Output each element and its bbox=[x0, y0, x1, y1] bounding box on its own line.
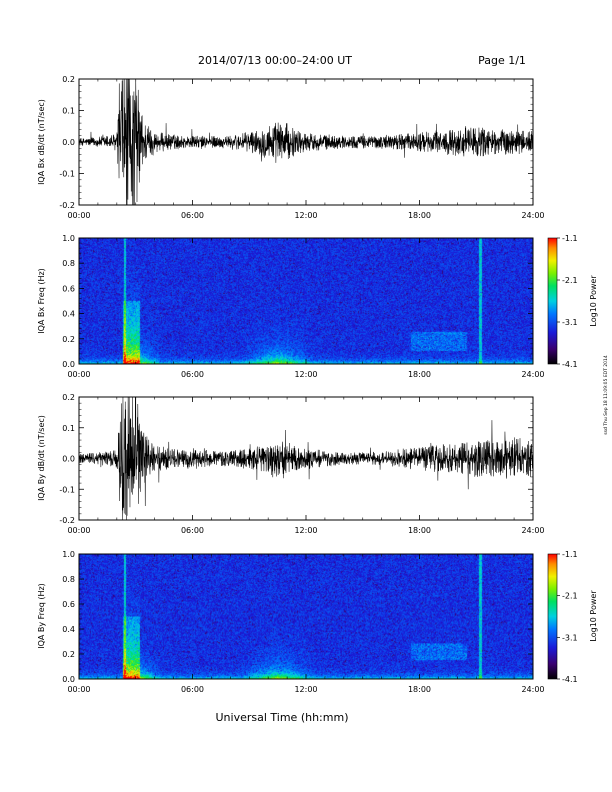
colorbar-tick-label: -4.1 bbox=[562, 360, 578, 369]
y-tick-label: 0.4 bbox=[62, 625, 75, 634]
x-tick-label: 00:00 bbox=[67, 211, 90, 220]
y-tick-label: 0.1 bbox=[62, 107, 75, 116]
colorbar-tick-label: -4.1 bbox=[562, 675, 578, 684]
by-spectrogram-image bbox=[79, 554, 533, 679]
bx-freq-ylabel: IQA Bx Freq (Hz) bbox=[37, 268, 46, 334]
y-tick-label: 0.2 bbox=[62, 335, 75, 344]
y-tick-label: 0.2 bbox=[62, 393, 75, 402]
x-tick-label: 18:00 bbox=[408, 685, 431, 694]
colorbar-tick-label: -2.1 bbox=[562, 592, 578, 601]
bx-colorbar bbox=[547, 237, 558, 365]
bx-colorbar-label: Log10 Power bbox=[589, 275, 598, 327]
y-tick-label: 0.1 bbox=[62, 424, 75, 433]
panel-by-spectrogram: 00:00 06:00 12:00 18:00 24:00 0.0 0.2 0.4 0.6 0.8… bbox=[37, 550, 598, 694]
date-range-title: 2014/07/13 00:00–24:00 UT bbox=[198, 54, 352, 67]
x-tick-label: 24:00 bbox=[521, 526, 544, 535]
by-dbdt-axes: 00:00 06:00 12:00 18:00 24:00 -0.2 -0.1 0.0 0.1 0… bbox=[59, 393, 544, 535]
colorbar-tick-label: -1.1 bbox=[562, 550, 578, 559]
by-freq-ylabel: IQA By Freq (Hz) bbox=[37, 583, 46, 649]
x-tick-label: 06:00 bbox=[181, 370, 204, 379]
bx-colorbar-ticks: -1.1 -2.1 -3.1 -4.1 bbox=[557, 234, 578, 369]
x-tick-label: 12:00 bbox=[294, 211, 317, 220]
bx-dbdt-trace bbox=[78, 78, 534, 206]
page-number: Page 1/1 bbox=[478, 54, 526, 67]
x-tick-label: 12:00 bbox=[294, 526, 317, 535]
y-tick-label: -0.1 bbox=[59, 485, 75, 494]
by-dbdt-trace bbox=[78, 396, 534, 521]
x-tick-label: 24:00 bbox=[521, 211, 544, 220]
y-tick-label: 1.0 bbox=[62, 234, 75, 243]
panel-bx-spectrogram: 00:00 06:00 12:00 18:00 24:00 0.0 0.2 0.4 0.6 0.8… bbox=[37, 234, 598, 379]
y-tick-label: -0.2 bbox=[59, 201, 75, 210]
x-tick-label: 00:00 bbox=[67, 685, 90, 694]
colorbar-tick-label: -2.1 bbox=[562, 276, 578, 285]
y-tick-label: 0.6 bbox=[62, 600, 75, 609]
x-tick-label: 24:00 bbox=[521, 370, 544, 379]
x-tick-label: 18:00 bbox=[408, 211, 431, 220]
x-tick-label: 24:00 bbox=[521, 685, 544, 694]
y-tick-label: 0.4 bbox=[62, 310, 75, 319]
panel-by-dbdt: 00:00 06:00 12:00 18:00 24:00 -0.2 -0.1 0.0 0.1 0… bbox=[37, 393, 545, 535]
y-tick-label: 0.0 bbox=[62, 138, 75, 147]
bx-spectrogram-axes: 00:00 06:00 12:00 18:00 24:00 0.0 0.2 0.4 0.6 0.8… bbox=[62, 234, 544, 379]
x-tick-label: 12:00 bbox=[294, 685, 317, 694]
y-tick-label: 0.0 bbox=[62, 675, 75, 684]
colorbar-tick-label: -1.1 bbox=[562, 234, 578, 243]
x-tick-label: 06:00 bbox=[181, 685, 204, 694]
x-tick-label: 06:00 bbox=[181, 526, 204, 535]
bx-dbdt-ylabel: IQA Bx dB/dt (nT/sec) bbox=[37, 99, 46, 185]
colorbar-tick-label: -3.1 bbox=[562, 318, 578, 327]
by-colorbar-ticks: -1.1 -2.1 -3.1 -4.1 bbox=[557, 550, 578, 684]
y-tick-label: 1.0 bbox=[62, 550, 75, 559]
y-tick-label: 0.2 bbox=[62, 75, 75, 84]
by-dbdt-ylabel: IQA By dB/dt (nT/sec) bbox=[37, 415, 46, 501]
y-tick-label: 0.8 bbox=[62, 575, 75, 584]
x-tick-label: 18:00 bbox=[408, 526, 431, 535]
by-spectrogram-axes: 00:00 06:00 12:00 18:00 24:00 0.0 0.2 0.4 0.6 0.8… bbox=[62, 550, 544, 694]
colorbar-tick-label: -3.1 bbox=[562, 633, 578, 642]
x-axis-title: Universal Time (hh:mm) bbox=[216, 711, 349, 724]
y-tick-label: 0.0 bbox=[62, 455, 75, 464]
y-tick-label: 0.0 bbox=[62, 360, 75, 369]
x-tick-label: 00:00 bbox=[67, 526, 90, 535]
x-tick-label: 00:00 bbox=[67, 370, 90, 379]
dbdt-signal-line bbox=[78, 78, 534, 206]
dbdt-signal-line bbox=[78, 396, 534, 521]
bx-spectrogram-image bbox=[79, 238, 533, 364]
by-colorbar bbox=[547, 553, 558, 680]
y-tick-label: 0.2 bbox=[62, 650, 75, 659]
panel-bx-dbdt: 00:00 06:00 12:00 18:00 24:00 -0.2 -0.1 0.0 0.1 0… bbox=[37, 75, 545, 220]
y-tick-label: 0.6 bbox=[62, 284, 75, 293]
x-tick-label: 06:00 bbox=[181, 211, 204, 220]
bx-dbdt-axes: 00:00 06:00 12:00 18:00 24:00 -0.2 -0.1 0.0 0.1 0… bbox=[59, 75, 544, 220]
x-tick-label: 18:00 bbox=[408, 370, 431, 379]
y-tick-label: -0.1 bbox=[59, 170, 75, 179]
y-tick-label: 0.8 bbox=[62, 259, 75, 268]
y-tick-label: -0.2 bbox=[59, 516, 75, 525]
generation-timestamp: ssd Thu Sep 18 11:09:05 EDT 2014 bbox=[603, 355, 609, 435]
by-colorbar-label: Log10 Power bbox=[589, 590, 598, 642]
x-tick-label: 12:00 bbox=[294, 370, 317, 379]
